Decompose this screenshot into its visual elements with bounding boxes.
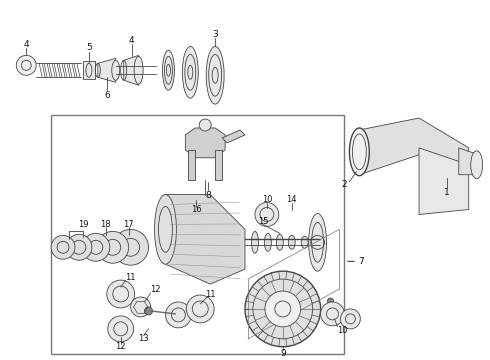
Text: 10: 10 (337, 326, 348, 335)
Text: 10: 10 (262, 195, 272, 204)
Ellipse shape (112, 60, 120, 80)
Ellipse shape (471, 151, 483, 179)
Polygon shape (419, 148, 469, 215)
Text: 14: 14 (287, 195, 297, 204)
Text: 11: 11 (205, 289, 216, 298)
Text: 5: 5 (86, 43, 92, 52)
Text: 15: 15 (258, 217, 268, 226)
Ellipse shape (288, 235, 295, 249)
Polygon shape (459, 148, 479, 175)
Ellipse shape (349, 128, 369, 176)
Polygon shape (222, 130, 245, 143)
Text: 2: 2 (342, 180, 347, 189)
Text: 11: 11 (125, 273, 136, 282)
Ellipse shape (301, 237, 308, 248)
Text: 1: 1 (444, 188, 450, 197)
Text: 12: 12 (116, 342, 126, 351)
Ellipse shape (265, 233, 271, 251)
Ellipse shape (206, 46, 224, 104)
Polygon shape (98, 58, 116, 82)
Circle shape (51, 235, 75, 259)
Bar (83, 61, 95, 79)
Ellipse shape (134, 57, 143, 84)
Text: 3: 3 (212, 30, 218, 39)
Text: 4: 4 (24, 40, 29, 49)
Circle shape (107, 280, 135, 308)
Text: 8: 8 (205, 191, 211, 200)
Text: 12: 12 (150, 284, 161, 293)
Text: 9: 9 (280, 349, 286, 358)
Circle shape (145, 307, 152, 315)
Polygon shape (215, 150, 222, 180)
Polygon shape (188, 150, 196, 180)
Polygon shape (185, 128, 225, 158)
Text: 17: 17 (123, 220, 134, 229)
Ellipse shape (276, 234, 283, 250)
Circle shape (199, 119, 211, 131)
Text: 13: 13 (138, 334, 149, 343)
Circle shape (16, 55, 36, 75)
Circle shape (97, 231, 129, 263)
Ellipse shape (182, 46, 198, 98)
Circle shape (108, 316, 134, 342)
Polygon shape (123, 55, 139, 85)
Circle shape (113, 229, 148, 265)
Circle shape (265, 291, 301, 327)
Circle shape (186, 295, 214, 323)
Circle shape (166, 302, 191, 328)
Circle shape (320, 302, 344, 326)
Circle shape (255, 203, 279, 226)
Circle shape (341, 309, 360, 329)
Ellipse shape (154, 195, 176, 264)
Bar (51, 115, 344, 354)
Circle shape (66, 234, 92, 260)
Text: 16: 16 (191, 205, 201, 214)
Text: 4: 4 (129, 36, 134, 45)
Ellipse shape (251, 231, 258, 253)
Text: 18: 18 (100, 220, 111, 229)
Circle shape (245, 271, 320, 347)
Ellipse shape (309, 213, 326, 271)
Ellipse shape (163, 50, 174, 90)
Polygon shape (155, 195, 245, 284)
Circle shape (131, 297, 150, 317)
Circle shape (82, 233, 110, 261)
Text: 6: 6 (104, 91, 110, 100)
Circle shape (327, 298, 334, 304)
Text: 19: 19 (78, 220, 88, 229)
Text: 7: 7 (359, 257, 364, 266)
Polygon shape (359, 118, 469, 175)
